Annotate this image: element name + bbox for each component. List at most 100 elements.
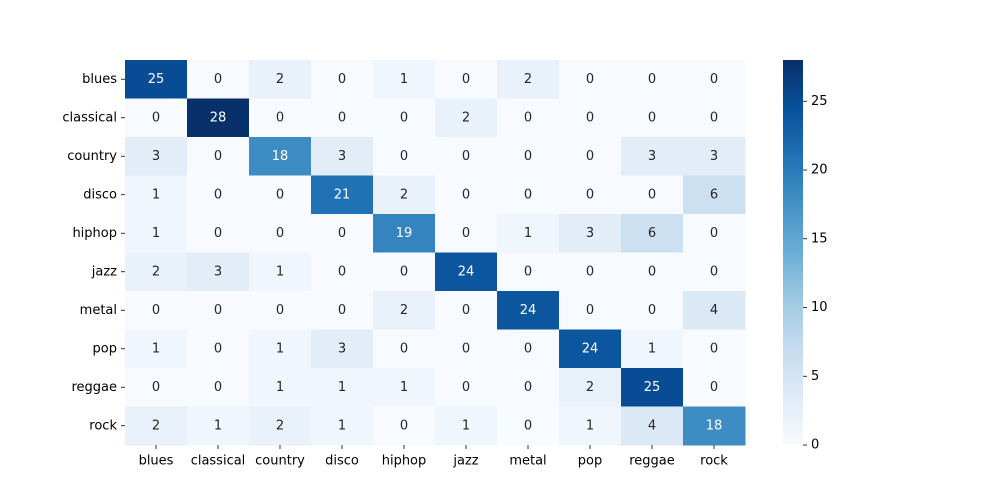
cell-value-disco-pop: 0	[586, 187, 594, 202]
cell-value-blues-hiphop: 1	[400, 72, 408, 87]
cell-blues-country	[249, 60, 312, 99]
cell-classical-classical	[187, 98, 250, 138]
cell-value-blues-blues: 25	[148, 72, 165, 87]
cell-country-country	[249, 137, 312, 176]
y-tick-label-reggae: reggae	[71, 380, 117, 395]
x-tick-label-disco: disco	[325, 454, 359, 469]
cell-blues-metal	[497, 60, 560, 99]
cell-value-jazz-classical: 3	[214, 264, 222, 279]
cell-disco-disco	[311, 175, 374, 215]
cell-disco-rock	[683, 175, 746, 215]
cell-rock-hiphop	[373, 406, 436, 446]
cell-metal-disco	[311, 291, 374, 330]
cell-rock-disco	[311, 406, 374, 446]
cell-value-metal-jazz: 0	[462, 303, 470, 318]
cell-value-disco-metal: 0	[524, 187, 532, 202]
cell-value-reggae-jazz: 0	[462, 380, 470, 395]
cell-pop-jazz	[435, 329, 498, 369]
cell-value-pop-hiphop: 0	[400, 341, 408, 356]
cell-rock-classical	[187, 406, 250, 446]
cell-country-jazz	[435, 137, 498, 176]
cell-value-metal-pop: 0	[586, 303, 594, 318]
y-tick-label-classical: classical	[62, 110, 117, 125]
cell-metal-rock	[683, 291, 746, 330]
cell-country-pop	[559, 137, 622, 176]
colorbar-gradient	[783, 60, 803, 445]
cell-jazz-reggae	[621, 252, 684, 292]
cell-metal-classical	[187, 291, 250, 330]
cell-value-reggae-classical: 0	[214, 380, 222, 395]
cell-disco-country	[249, 175, 312, 215]
cell-value-classical-pop: 0	[586, 110, 594, 125]
cell-pop-blues	[125, 329, 188, 369]
cell-jazz-classical	[187, 252, 250, 292]
colorbar-tick-label-5: 5	[811, 369, 819, 384]
cell-value-country-pop: 0	[586, 149, 594, 164]
cell-reggae-blues	[125, 368, 188, 407]
cell-value-reggae-rock: 0	[710, 380, 718, 395]
cell-value-reggae-metal: 0	[524, 380, 532, 395]
cell-value-disco-blues: 1	[152, 187, 160, 202]
colorbar-tick-label-25: 25	[811, 94, 828, 109]
cell-value-rock-metal: 0	[524, 418, 532, 433]
cell-hiphop-hiphop	[373, 214, 436, 253]
cell-value-metal-classical: 0	[214, 303, 222, 318]
cell-blues-classical	[187, 60, 250, 99]
cell-value-hiphop-metal: 1	[524, 226, 532, 241]
cell-country-reggae	[621, 137, 684, 176]
cell-value-reggae-country: 1	[276, 380, 284, 395]
cell-value-hiphop-blues: 1	[152, 226, 160, 241]
colorbar-tick-label-20: 20	[811, 163, 828, 178]
cell-classical-blues	[125, 98, 188, 138]
cell-value-classical-reggae: 0	[648, 110, 656, 125]
cell-rock-rock	[683, 406, 746, 446]
cell-value-classical-hiphop: 0	[400, 110, 408, 125]
cell-rock-metal	[497, 406, 560, 446]
cell-value-country-hiphop: 0	[400, 149, 408, 164]
cell-metal-hiphop	[373, 291, 436, 330]
cell-classical-disco	[311, 98, 374, 138]
cell-value-disco-rock: 6	[710, 187, 718, 202]
cell-value-disco-country: 0	[276, 187, 284, 202]
cell-value-classical-country: 0	[276, 110, 284, 125]
cell-hiphop-classical	[187, 214, 250, 253]
cell-value-metal-blues: 0	[152, 303, 160, 318]
cell-value-jazz-hiphop: 0	[400, 264, 408, 279]
cell-jazz-rock	[683, 252, 746, 292]
x-tick-label-classical: classical	[191, 454, 246, 469]
cell-value-reggae-pop: 2	[586, 380, 594, 395]
cell-value-hiphop-pop: 3	[586, 226, 594, 241]
cell-value-classical-blues: 0	[152, 110, 160, 125]
cell-value-classical-jazz: 2	[462, 110, 470, 125]
cell-metal-country	[249, 291, 312, 330]
cell-value-reggae-blues: 0	[152, 380, 160, 395]
cell-value-reggae-reggae: 25	[644, 380, 661, 395]
cell-value-metal-reggae: 0	[648, 303, 656, 318]
cell-value-country-country: 18	[272, 149, 289, 164]
cell-value-hiphop-jazz: 0	[462, 226, 470, 241]
cell-country-classical	[187, 137, 250, 176]
cell-value-rock-pop: 1	[586, 418, 594, 433]
cell-jazz-blues	[125, 252, 188, 292]
cell-blues-pop	[559, 60, 622, 99]
cell-blues-blues	[125, 60, 188, 99]
cell-value-hiphop-reggae: 6	[648, 226, 656, 241]
cell-blues-rock	[683, 60, 746, 99]
cell-blues-reggae	[621, 60, 684, 99]
cell-disco-metal	[497, 175, 560, 215]
cell-value-jazz-disco: 0	[338, 264, 346, 279]
cell-value-pop-country: 1	[276, 341, 284, 356]
cell-value-pop-classical: 0	[214, 341, 222, 356]
cell-blues-disco	[311, 60, 374, 99]
cell-value-country-blues: 3	[152, 149, 160, 164]
y-tick-labels: blues classical country disco hiphop jazz meta…	[62, 72, 125, 433]
cell-classical-pop	[559, 98, 622, 138]
cell-value-pop-pop: 24	[582, 341, 599, 356]
cell-value-country-classical: 0	[214, 149, 222, 164]
cell-value-classical-metal: 0	[524, 110, 532, 125]
cell-pop-classical	[187, 329, 250, 369]
cell-value-disco-jazz: 0	[462, 187, 470, 202]
cell-reggae-metal	[497, 368, 560, 407]
cell-value-country-rock: 3	[710, 149, 718, 164]
